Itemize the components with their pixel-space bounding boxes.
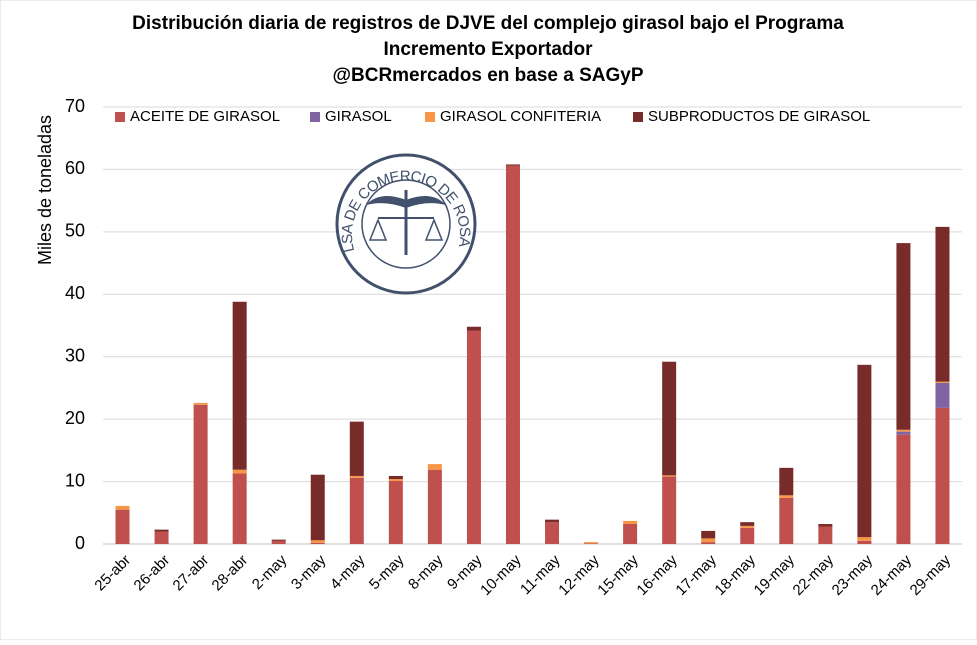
y-tick-label: 30 (65, 345, 85, 365)
bar-segment (466, 330, 481, 544)
bar-segment (896, 243, 911, 430)
bar-segment (701, 530, 716, 539)
bar-segment (896, 434, 911, 544)
bar-segment (740, 522, 755, 526)
bar-segment (779, 495, 794, 498)
legend-swatch (425, 112, 435, 122)
bar-segment (349, 477, 364, 544)
bar-segment (349, 421, 364, 476)
y-tick-label: 10 (65, 470, 85, 490)
y-tick-label: 50 (65, 221, 85, 241)
bar-segment (545, 519, 560, 523)
bar-segment (740, 525, 755, 528)
bar-segment (310, 474, 325, 541)
logo-ring (361, 179, 451, 269)
chart-title: Incremento Exportador (383, 39, 593, 60)
chart-title: Distribución diaria de registros de DJVE… (132, 13, 844, 34)
logo-wings (366, 196, 446, 208)
bar-segment (701, 538, 716, 543)
bar-segment (584, 543, 599, 544)
bar-segment (388, 475, 403, 480)
bar-segment (388, 479, 403, 481)
bar-segment (857, 537, 872, 541)
bar-segment (154, 531, 169, 544)
bar-segment (505, 164, 520, 166)
legend-label: GIRASOL (325, 108, 392, 125)
bar-segment (154, 529, 169, 532)
bar-segment (662, 361, 677, 476)
bar-segment (115, 505, 130, 510)
bar-segment (857, 540, 872, 544)
bar-segment (545, 522, 560, 544)
bar-segment (935, 407, 950, 544)
bar-segment (310, 540, 325, 543)
legend-label: SUBPRODUCTOS DE GIRASOL (648, 108, 870, 125)
y-tick-label: 70 (65, 96, 85, 116)
bar-segment (466, 326, 481, 331)
bar-segment (662, 476, 677, 544)
bar-segment (701, 542, 716, 544)
bar-segment (857, 364, 872, 538)
bar-segment (232, 473, 247, 544)
bar-segment (935, 381, 950, 383)
bar-segment (740, 527, 755, 544)
bar-segment (193, 402, 208, 405)
legend-label: ACEITE DE GIRASOL (130, 108, 280, 125)
legend-swatch (310, 112, 320, 122)
legend-swatch (115, 112, 125, 122)
bar-segment (779, 497, 794, 544)
y-tick-label: 0 (75, 533, 85, 553)
bar-segment (349, 475, 364, 478)
bar-segment (427, 469, 442, 544)
bar-segment (584, 542, 599, 544)
legend-swatch (633, 112, 643, 122)
bar-segment (427, 464, 442, 470)
bar-segment (271, 540, 286, 544)
bar-segment (818, 524, 833, 527)
bar-segment (623, 520, 638, 525)
bar-segment (388, 480, 403, 544)
bar-segment (779, 467, 794, 496)
bar-segment (232, 469, 247, 474)
bar-segment (896, 431, 911, 435)
y-tick-label: 60 (65, 158, 85, 178)
bar-segment (271, 539, 286, 541)
bar-segment (310, 542, 325, 544)
bar-segment (935, 226, 950, 382)
bar-segment (818, 526, 833, 544)
legend-label: GIRASOL CONFITERIA (440, 108, 601, 125)
bar-segment (896, 429, 911, 432)
bar-segment (935, 382, 950, 408)
bar-segment (193, 404, 208, 544)
bar-segment (115, 509, 130, 544)
bar-segment (505, 165, 520, 544)
y-tick-label: 20 (65, 408, 85, 428)
bar-segment (232, 301, 247, 470)
y-tick-label: 40 (65, 283, 85, 303)
logo-scale (368, 217, 444, 241)
chart-title: @BCRmercados en base a SAGyP (332, 65, 643, 86)
y-axis-label: Miles de toneladas (35, 115, 55, 265)
bar-segment (623, 524, 638, 544)
bar-segment (662, 475, 677, 477)
